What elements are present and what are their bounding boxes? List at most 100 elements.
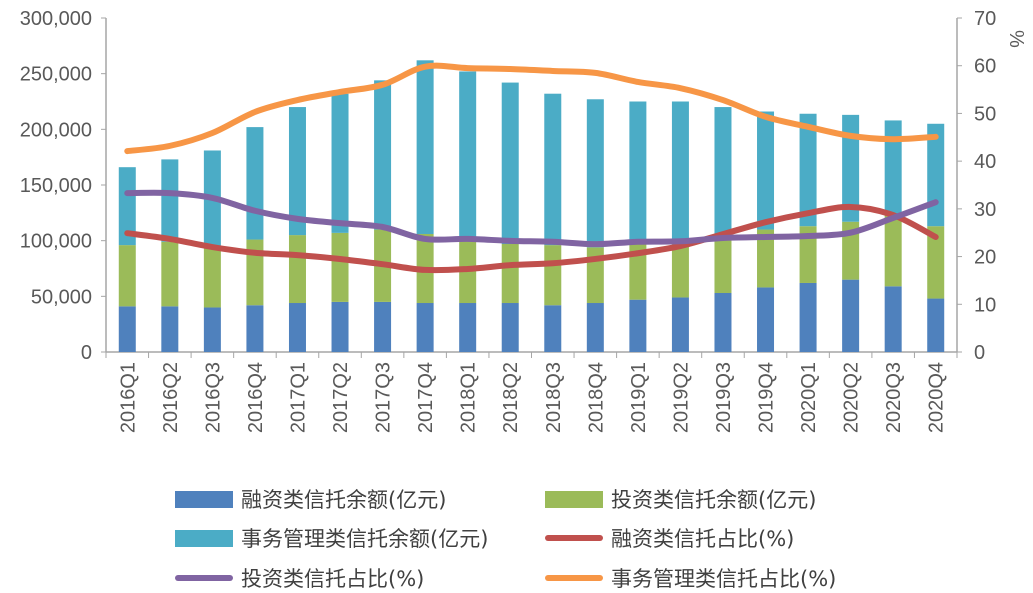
- bar-segment: [671, 101, 689, 240]
- x-tick-label: 2017Q3: [373, 362, 395, 433]
- legend-item-management-balance: 事务管理类信托余额(亿元): [175, 523, 488, 553]
- bar-segment: [288, 235, 306, 304]
- bar-segment: [714, 107, 732, 236]
- right-tick-label: 10: [974, 294, 996, 316]
- bar-segment: [331, 301, 349, 352]
- left-tick-label: 100,000: [20, 231, 92, 253]
- right-axis-unit: %: [1005, 30, 1027, 48]
- bar-segment: [927, 298, 945, 352]
- bar-segment: [544, 245, 562, 306]
- bar-segment: [757, 111, 775, 230]
- x-tick-label: 2019Q1: [628, 362, 650, 433]
- x-tick-label: 2018Q4: [585, 362, 607, 433]
- left-tick-label: 0: [81, 342, 92, 364]
- bar-segment: [331, 232, 349, 302]
- x-tick-label: 2019Q3: [713, 362, 735, 433]
- right-tick-label: 30: [974, 199, 996, 221]
- x-tick-label: 2018Q1: [458, 362, 480, 433]
- x-tick-label: 2020Q3: [883, 362, 905, 433]
- bar-segment: [757, 229, 775, 288]
- legend-swatch: [545, 535, 603, 541]
- left-tick-label: 300,000: [20, 8, 92, 30]
- x-tick-label: 2020Q1: [798, 362, 820, 433]
- bar-segment: [544, 305, 562, 352]
- right-tick-label: 20: [974, 247, 996, 269]
- bar-segment: [799, 226, 817, 283]
- bar-segment: [586, 303, 604, 352]
- legend-label: 事务管理类信托占比(%): [611, 567, 837, 591]
- bar-segment: [331, 93, 349, 233]
- legend-item-investment-balance: 投资类信托余额(亿元): [545, 484, 816, 514]
- bar-segment: [671, 239, 689, 298]
- bar-segment: [203, 307, 221, 352]
- bar-segment: [118, 245, 136, 307]
- x-tick-label: 2019Q2: [670, 362, 692, 433]
- bar-segment: [586, 99, 604, 248]
- legend-label: 事务管理类信托余额(亿元): [241, 527, 489, 551]
- line-series: [124, 62, 939, 155]
- left-tick-label: 200,000: [20, 119, 92, 141]
- bar-segment: [161, 159, 179, 242]
- bar-segment: [501, 82, 519, 245]
- bar-segment: [203, 248, 221, 308]
- left-tick-label: 150,000: [20, 175, 92, 197]
- bar-segment: [629, 101, 647, 242]
- bar-segment: [544, 93, 562, 246]
- x-tick-label: 2019Q4: [756, 362, 778, 433]
- x-tick-label: 2020Q4: [926, 362, 948, 433]
- line-series: [124, 189, 939, 248]
- bar-segment: [714, 235, 732, 293]
- legend-item-financing-balance: 融资类信托余额(亿元): [175, 484, 446, 514]
- bar-segment: [246, 305, 264, 352]
- bar-segment: [161, 306, 179, 352]
- legend-label: 融资类信托占比(%): [611, 527, 795, 551]
- bar-segment: [288, 107, 306, 236]
- bar-segment: [629, 299, 647, 352]
- x-tick-label: 2016Q2: [160, 362, 182, 433]
- bar-segment: [799, 113, 817, 227]
- bar-segment: [288, 303, 306, 352]
- bar-segment: [374, 301, 392, 352]
- legend-swatch: [175, 490, 233, 508]
- bar-segment: [927, 226, 945, 299]
- legend-label: 投资类信托占比(%): [241, 567, 425, 591]
- x-tick-label: 2017Q1: [287, 362, 309, 433]
- left-tick-label: 250,000: [20, 64, 92, 86]
- bar-segment: [501, 303, 519, 352]
- legend-swatch: [545, 490, 603, 508]
- bar-segment: [246, 127, 264, 240]
- bar-segment: [842, 279, 860, 352]
- bar-segment: [884, 215, 902, 287]
- bar-segment: [884, 286, 902, 352]
- x-tick-label: 2016Q1: [117, 362, 139, 433]
- bar-segment: [459, 303, 477, 352]
- x-tick-label: 2020Q2: [841, 362, 863, 433]
- legend-item-investment-share: 投资类信托占比(%): [175, 563, 424, 593]
- bar-segment: [501, 244, 519, 304]
- legend-item-management-share: 事务管理类信托占比(%): [545, 563, 836, 593]
- right-tick-label: 40: [974, 151, 996, 173]
- bar-segment: [714, 292, 732, 352]
- bar-segment: [118, 167, 136, 246]
- x-tick-label: 2018Q3: [543, 362, 565, 433]
- bar-segment: [459, 71, 477, 241]
- bar-segment: [757, 287, 775, 352]
- legend-item-financing-share: 融资类信托占比(%): [545, 523, 794, 553]
- left-tick-label: 50,000: [31, 286, 92, 308]
- bar-segment: [884, 120, 902, 216]
- x-tick-label: 2016Q3: [202, 362, 224, 433]
- x-tick-label: 2016Q4: [245, 362, 267, 433]
- legend-swatch: [175, 529, 233, 547]
- legend-swatch: [175, 575, 233, 581]
- legend-swatch: [545, 575, 603, 581]
- bar-segment: [671, 297, 689, 352]
- right-tick-label: 60: [974, 56, 996, 78]
- x-tick-label: 2017Q2: [330, 362, 352, 433]
- bar-segment: [374, 80, 392, 230]
- bar-segment: [799, 282, 817, 352]
- right-tick-label: 0: [974, 342, 985, 364]
- line-series: [124, 203, 939, 274]
- bar-segment: [842, 114, 860, 222]
- bar-segment: [416, 303, 434, 352]
